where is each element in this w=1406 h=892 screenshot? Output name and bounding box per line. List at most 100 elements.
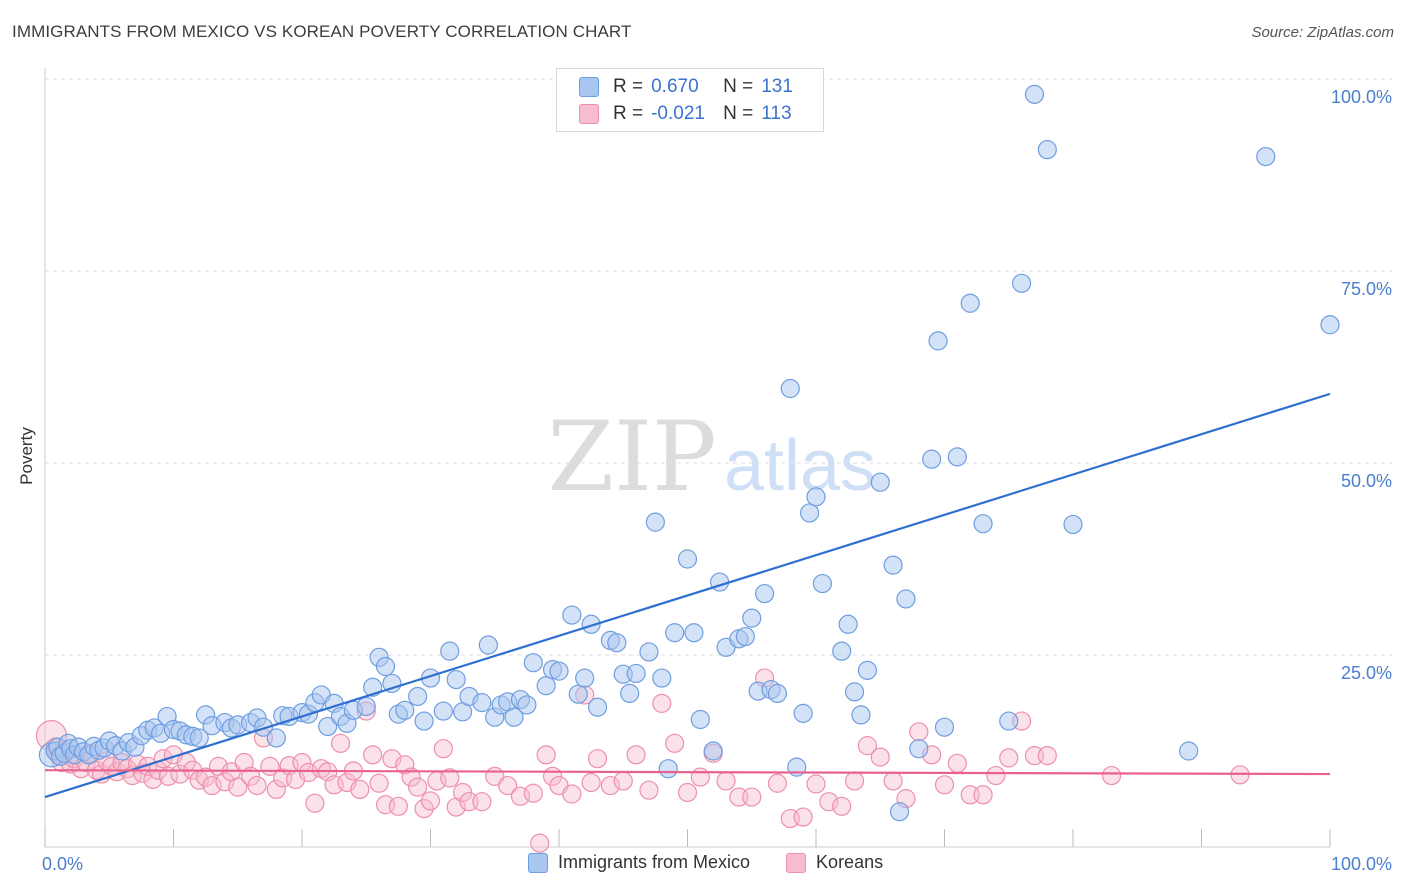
mexico-point	[767, 683, 788, 704]
mexico-point	[999, 711, 1019, 731]
mexico-point	[1037, 140, 1057, 160]
mexico-point	[947, 447, 967, 467]
mexico-point	[838, 614, 858, 634]
legend-n-label: N =	[723, 76, 754, 97]
korean-point	[202, 775, 222, 796]
mexico-point	[1256, 146, 1276, 167]
mexico-point	[440, 641, 460, 661]
korean-point	[883, 771, 903, 791]
korean-point	[832, 796, 852, 816]
mexico-point	[896, 589, 916, 609]
legend-r-label: R =	[613, 103, 644, 124]
korean-point	[581, 772, 601, 793]
mexico-point	[639, 642, 659, 662]
korean-point	[440, 768, 460, 788]
mexico-point	[581, 614, 601, 634]
korean-point	[1037, 746, 1057, 766]
korean-point	[934, 775, 955, 795]
mexico-point	[626, 663, 646, 684]
korean-point	[388, 796, 408, 816]
korean-point	[652, 693, 672, 713]
mexico-point	[356, 696, 376, 717]
mexico-point	[928, 331, 948, 351]
korean-point	[414, 798, 434, 819]
mexico-point	[478, 635, 498, 655]
mexico-point	[318, 716, 338, 737]
legend-item-koreans[interactable]: Koreans	[786, 852, 883, 873]
mexico-point	[408, 686, 428, 707]
mexico-point	[1179, 741, 1199, 761]
mexico-point	[684, 623, 704, 643]
korean-point	[690, 767, 710, 787]
mexico-point	[549, 661, 569, 681]
axis-labels: 25.0% 50.0% 75.0% 100.0% 0.0% 100.0%	[42, 87, 1392, 874]
mexico-point	[433, 701, 453, 721]
mexico-point	[517, 695, 537, 715]
korean-point	[530, 833, 550, 853]
mexico-point	[780, 378, 800, 399]
korean-point	[767, 773, 788, 793]
mexico-point	[844, 682, 865, 702]
mexico-point	[909, 739, 929, 759]
korean-point	[350, 779, 370, 800]
mexico-point	[799, 503, 820, 523]
legend-item-mexico[interactable]: Immigrants from Mexico	[528, 852, 750, 873]
y-tick-label: 75.0%	[1341, 279, 1392, 299]
korean-point	[498, 775, 518, 796]
legend-n-label: N =	[723, 103, 754, 124]
x-tick-label: 100.0%	[1331, 854, 1392, 874]
mexico-point	[812, 573, 833, 594]
chart-title: IMMIGRANTS FROM MEXICO VS KOREAN POVERTY…	[12, 22, 632, 41]
grid-lines	[45, 78, 1392, 656]
watermark-atlas: atlas	[724, 426, 876, 506]
mexico-point	[1011, 273, 1032, 293]
korean-point	[870, 747, 890, 767]
x-tick-label: 0.0%	[42, 854, 83, 874]
korean-points	[35, 668, 1250, 853]
korean-point	[1101, 765, 1122, 786]
korean-point	[665, 733, 685, 753]
legend-row-koreans: R = -0.021 N = 113	[579, 101, 792, 127]
mexico-point	[266, 728, 286, 748]
mexico-points	[38, 84, 1340, 822]
mexico-point	[523, 653, 543, 673]
korean-point	[600, 775, 621, 796]
korean-point	[215, 772, 235, 792]
stats-legend: R = 0.670 N = 131 R = -0.021 N = 113	[556, 68, 824, 132]
mexico-point	[665, 623, 685, 643]
mexico-point	[504, 707, 524, 727]
mexico-point	[536, 676, 556, 696]
korean-point	[613, 771, 633, 791]
mexico-point	[857, 660, 878, 680]
axes	[44, 68, 1331, 848]
watermark: ZIP atlas	[547, 401, 876, 513]
korean-point	[947, 753, 967, 773]
korean-point	[158, 766, 178, 786]
korean-point	[562, 784, 582, 804]
legend-swatch-pink	[786, 852, 807, 873]
mexico-point	[806, 487, 826, 507]
legend-row-mexico: R = 0.670 N = 131	[579, 74, 793, 100]
korean-point	[909, 722, 929, 742]
legend-r-label: R =	[613, 76, 644, 97]
korean-point	[408, 777, 428, 797]
mexico-trend-line	[44, 392, 1331, 799]
korean-point	[305, 793, 325, 813]
mexico-point	[562, 605, 582, 625]
mexico-point	[742, 608, 762, 628]
korean-point	[536, 745, 556, 765]
mexico-point	[870, 472, 890, 492]
watermark-zip: ZIP	[547, 401, 716, 513]
legend-label-mexico: Immigrants from Mexico	[558, 852, 751, 872]
y-axis-title: Poverty	[17, 427, 36, 485]
y-tick-label: 100.0%	[1331, 87, 1392, 107]
mexico-point	[973, 514, 993, 534]
mexico-point	[960, 293, 980, 313]
mexico-point	[446, 669, 466, 690]
mexico-point	[472, 693, 492, 713]
korean-point	[742, 787, 762, 807]
mexico-point	[658, 759, 678, 779]
mexico-point	[735, 626, 755, 647]
trend-lines	[44, 392, 1331, 799]
mexico-point	[851, 705, 871, 725]
